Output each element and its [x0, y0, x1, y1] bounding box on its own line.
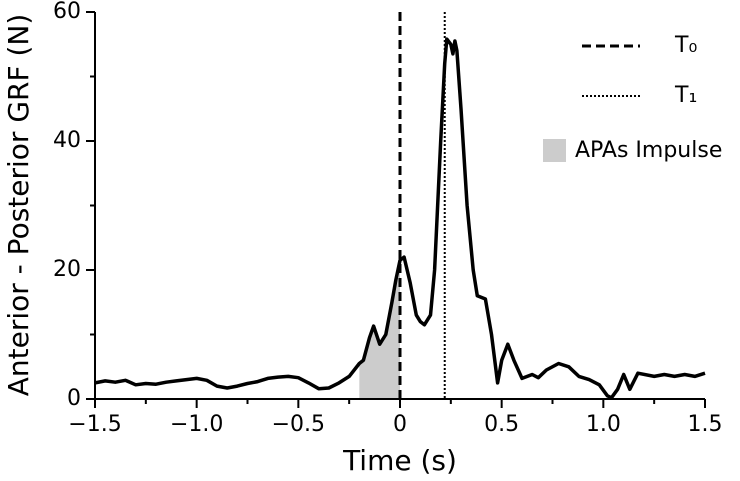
legend-label: APAs Impulse [575, 138, 722, 163]
legend-label: T₁ [674, 83, 697, 108]
x-tick-label: −0.5 [272, 412, 325, 437]
legend-label: T₀ [674, 33, 697, 58]
x-tick-label: 1.0 [586, 412, 621, 437]
data-line [94, 37, 706, 400]
y-tick-label: 60 [53, 0, 81, 24]
apa-area [359, 260, 400, 399]
y-axis-label: Anterior - Posterior GRF (N) [2, 14, 35, 397]
y-tick-label: 20 [53, 257, 81, 282]
x-tick-label: 0 [393, 412, 407, 437]
x-tick-label: −1.5 [68, 412, 121, 437]
y-tick-label: 0 [67, 386, 81, 411]
y-tick-label: 40 [53, 128, 81, 153]
legend-swatch [543, 139, 566, 162]
x-tick-label: 1.5 [688, 412, 723, 437]
x-tick-label: −1.0 [170, 412, 223, 437]
x-axis-label: Time (s) [342, 444, 457, 477]
x-tick-label: 0.5 [484, 412, 519, 437]
